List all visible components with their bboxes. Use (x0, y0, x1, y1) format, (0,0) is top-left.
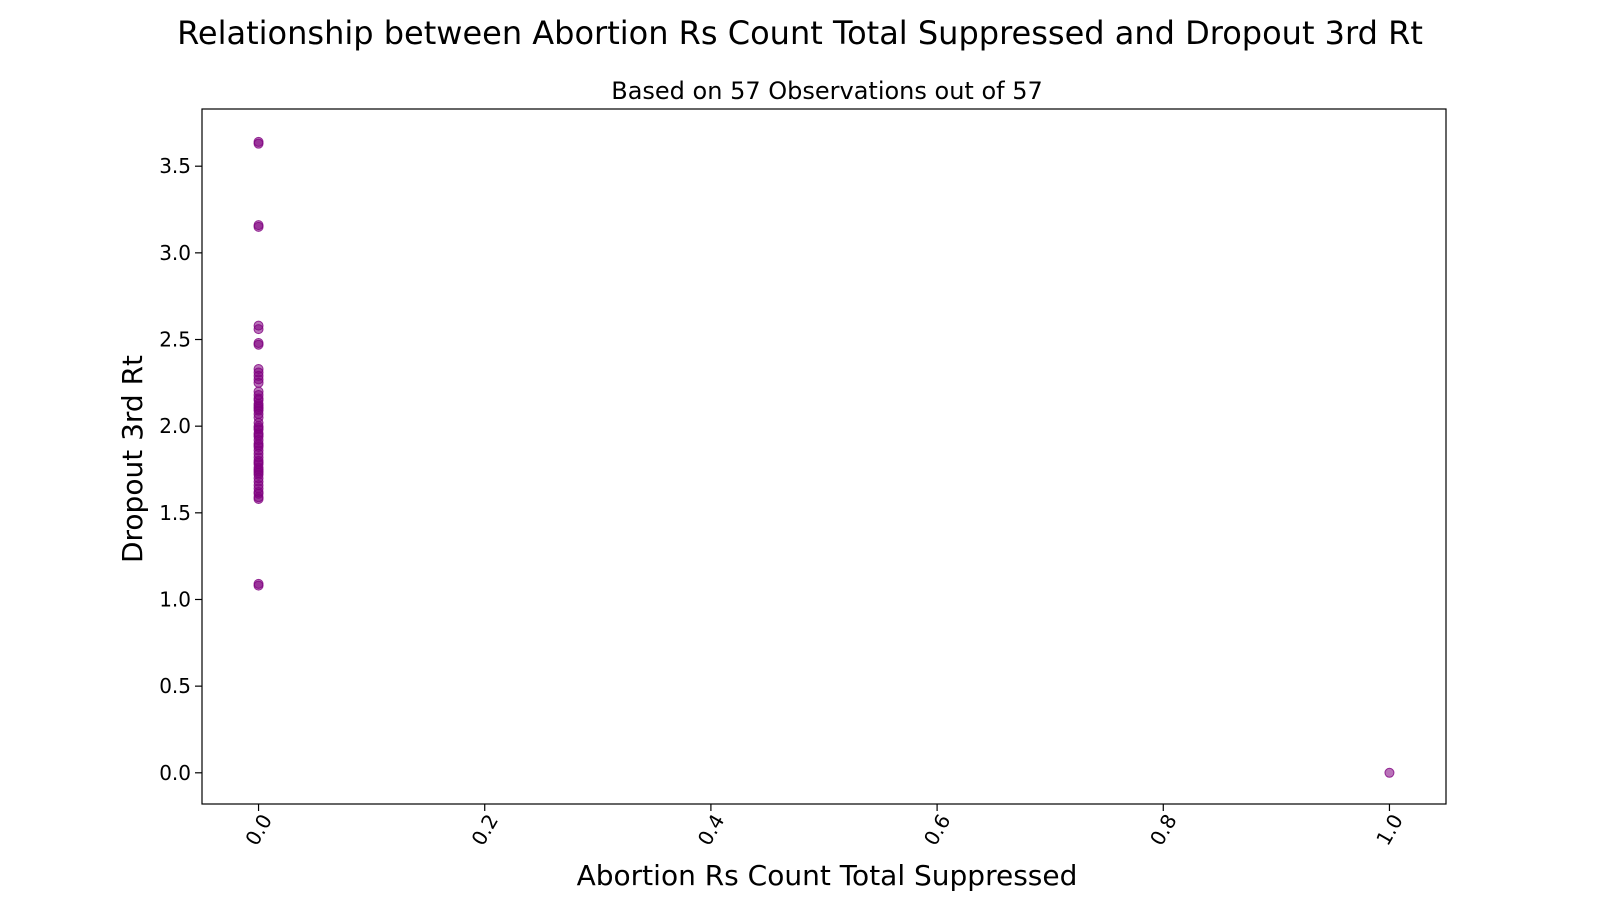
x-tick-label: 0.8 (1145, 810, 1182, 850)
y-tick-label: 2.5 (159, 328, 191, 352)
x-tick-label: 0.2 (466, 810, 503, 850)
data-point (253, 221, 264, 232)
x-axis-label: Abortion Rs Count Total Suppressed (577, 859, 1078, 892)
y-tick-label: 1.0 (159, 587, 191, 611)
data-point (253, 339, 264, 350)
y-tick-label: 2.0 (159, 414, 191, 438)
y-tick-label: 3.5 (159, 154, 191, 178)
data-point (253, 377, 264, 388)
data-point (253, 580, 264, 591)
data-point (253, 324, 264, 335)
plot-frame (201, 108, 1447, 805)
chart-title: Relationship between Abortion Rs Count T… (177, 14, 1423, 52)
x-axis-ticks: 0.0 0.2 0.4 0.6 0.8 1.0 (240, 804, 1408, 850)
plot-area (201, 108, 1447, 805)
chart-subtitle: Based on 57 Observations out of 57 (611, 77, 1043, 105)
y-tick-label: 0.0 (159, 761, 191, 785)
x-tick-label: 0.6 (919, 810, 956, 850)
y-axis-ticks: 0.0 0.5 1.0 1.5 2.0 2.5 3.0 3.5 (159, 154, 202, 785)
x-tick-label: 1.0 (1371, 810, 1408, 850)
x-tick-label: 0.4 (693, 810, 730, 850)
data-point (253, 400, 264, 411)
data-point (1384, 767, 1395, 778)
data-point (253, 493, 264, 504)
y-axis-label: Dropout 3rd Rt (116, 355, 149, 563)
y-tick-label: 1.5 (159, 501, 191, 525)
data-points (253, 136, 1395, 778)
data-point (253, 138, 264, 149)
y-tick-label: 3.0 (159, 241, 191, 265)
y-tick-label: 0.5 (159, 674, 191, 698)
x-tick-label: 0.0 (240, 810, 277, 850)
